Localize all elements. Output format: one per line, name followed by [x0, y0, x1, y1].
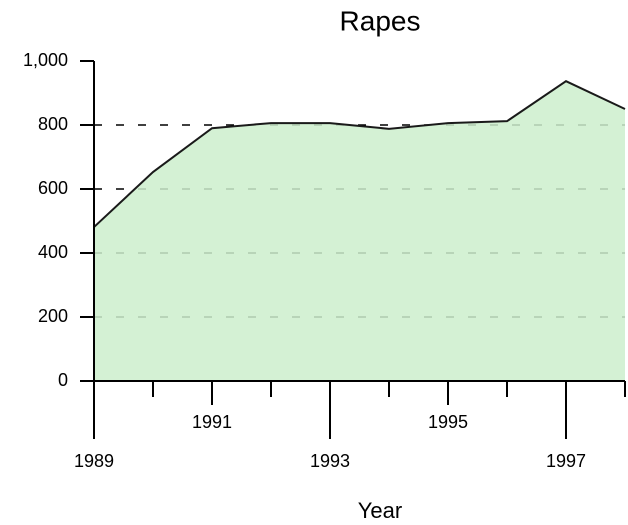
- x-tick-label: 1991: [192, 412, 232, 432]
- y-tick-label: 800: [38, 114, 68, 134]
- y-tick-label: 400: [38, 242, 68, 262]
- x-tick-label: 1995: [428, 412, 468, 432]
- y-tick-label: 1,000: [23, 50, 68, 70]
- x-tick-label: 1989: [74, 451, 114, 471]
- y-tick-label: 0: [58, 370, 68, 390]
- x-tick-label: 1993: [310, 451, 350, 471]
- area: [94, 81, 625, 381]
- line: [93, 80, 626, 228]
- y-tick-label: 200: [38, 306, 68, 326]
- x-tick-label: 1997: [546, 451, 586, 471]
- x-axis-label: Year: [358, 498, 402, 523]
- y-tick-label: 600: [38, 178, 68, 198]
- chart-title: Rapes: [340, 5, 421, 36]
